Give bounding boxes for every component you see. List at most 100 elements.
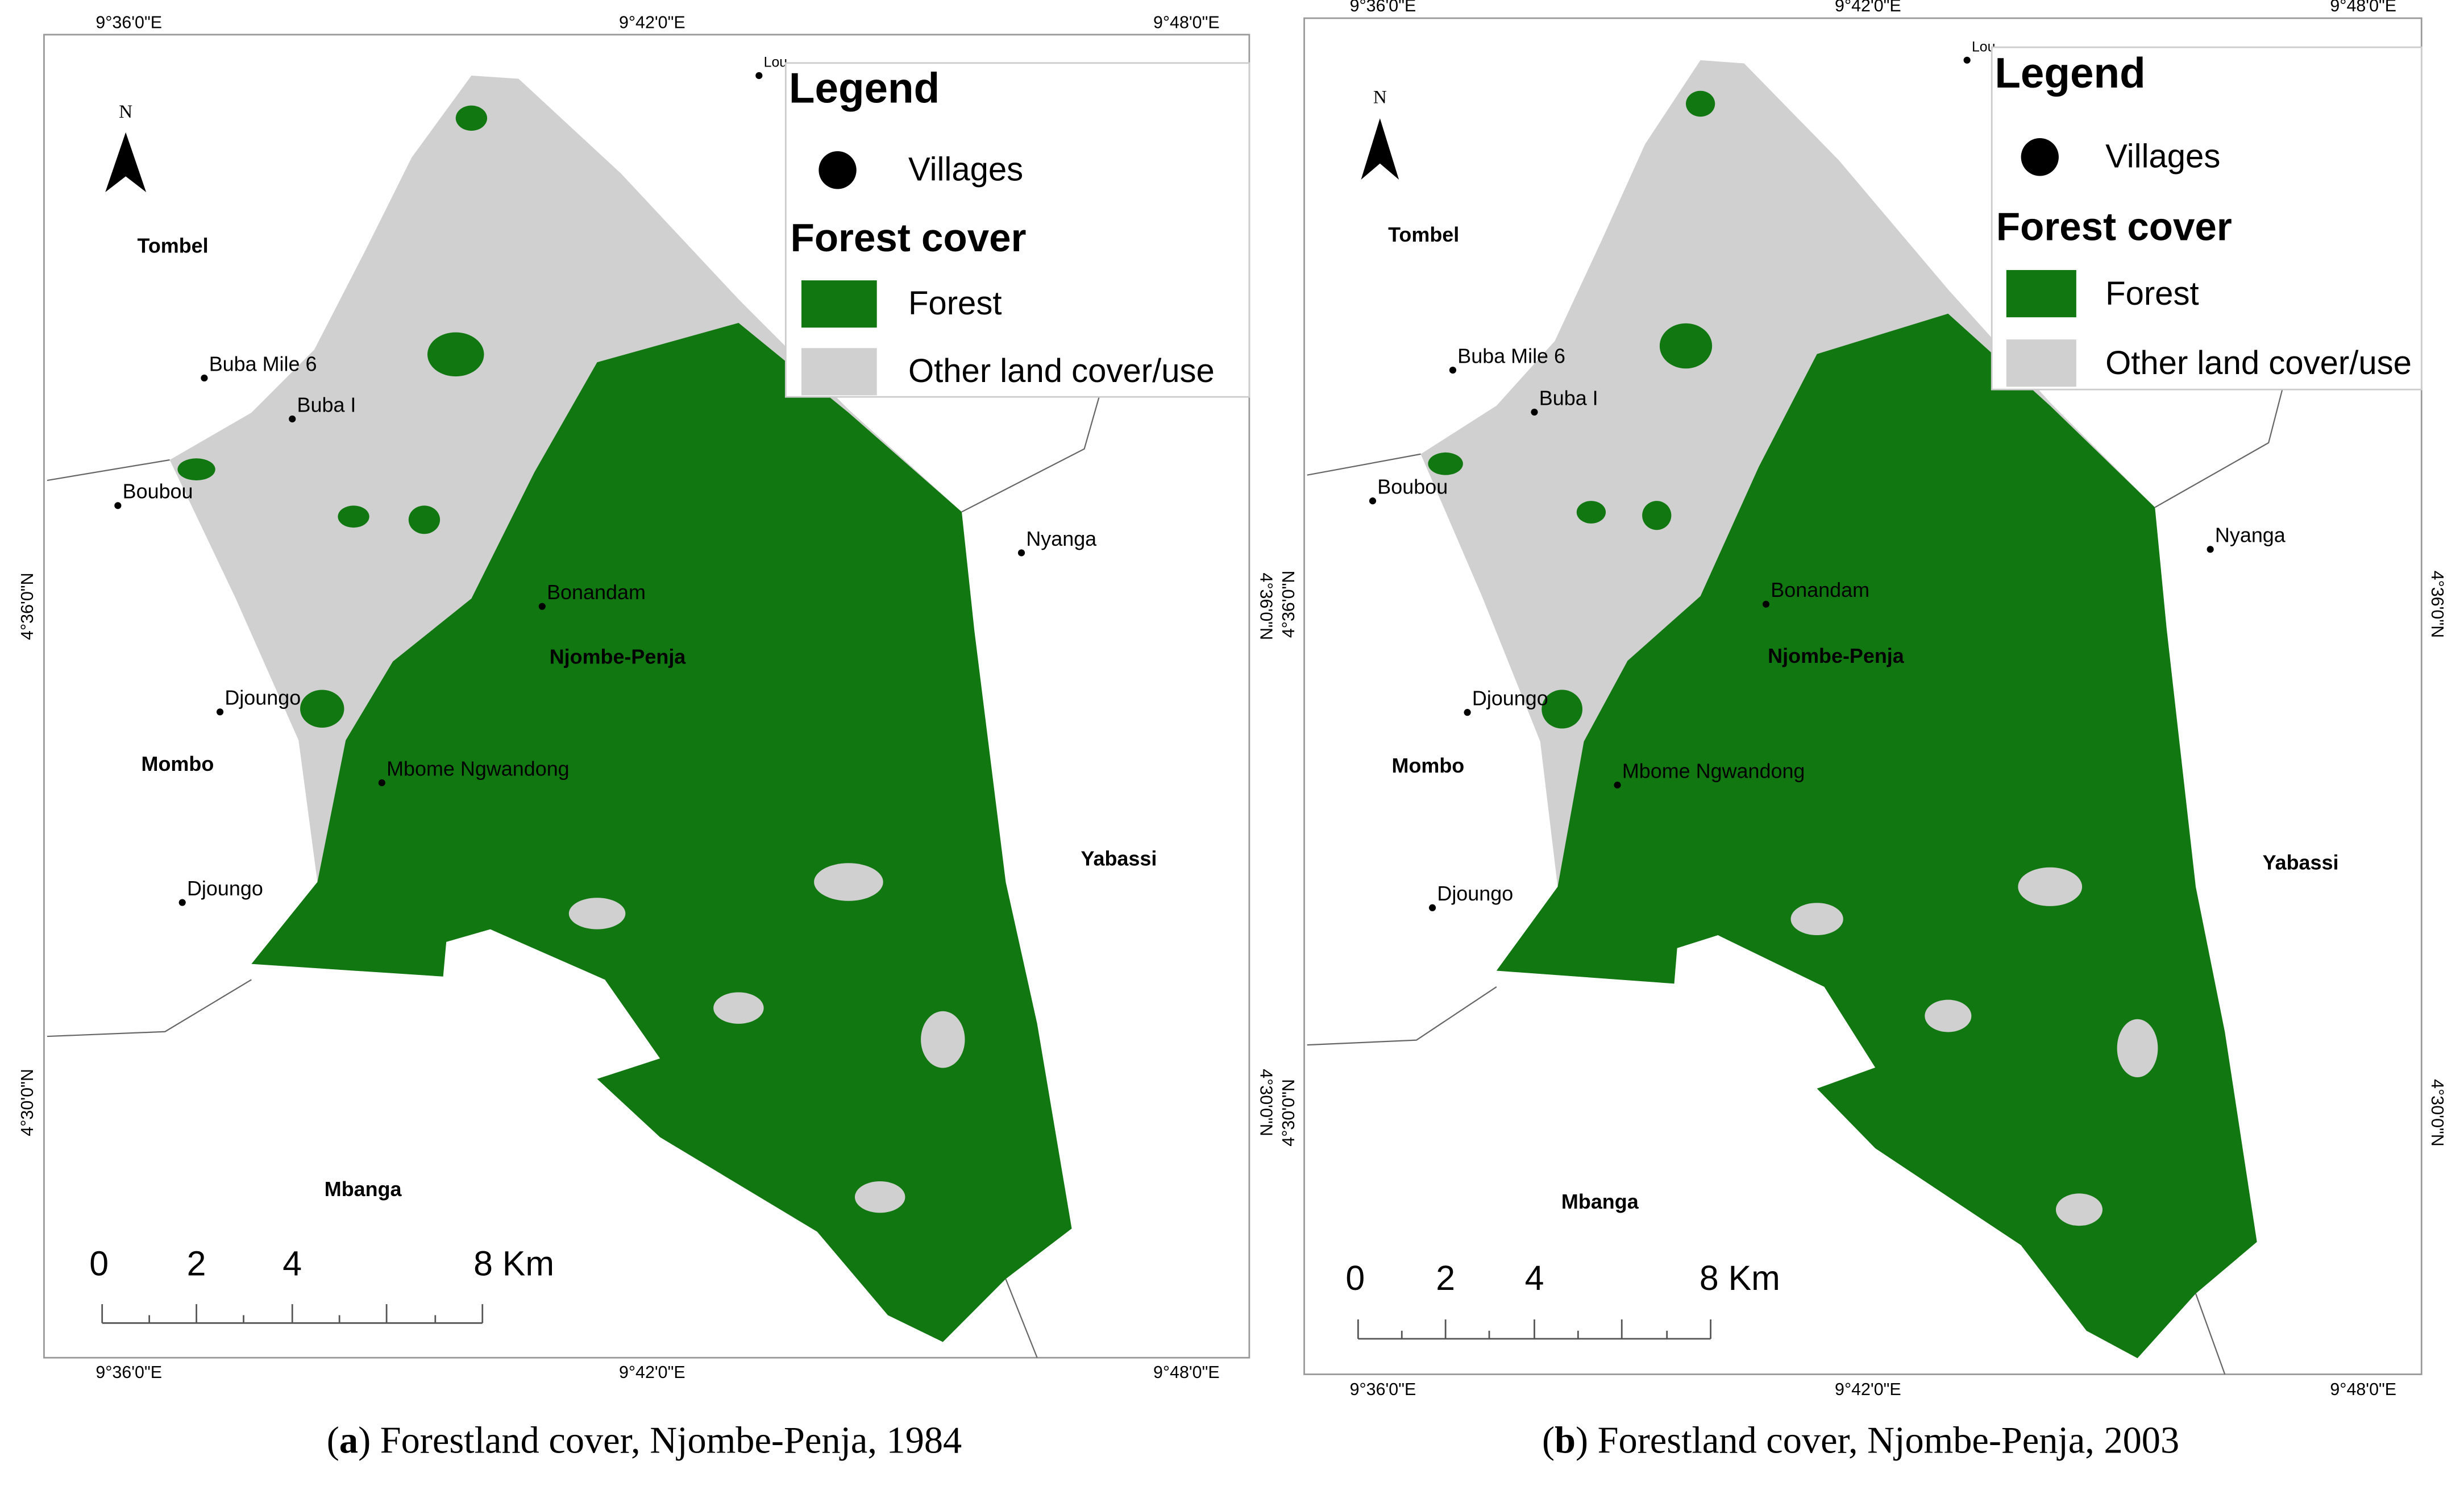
boundary-line bbox=[1307, 986, 1497, 1046]
region-label: Mombo bbox=[1392, 754, 1465, 777]
caption-open: ( bbox=[327, 1420, 339, 1462]
village-label: Mbome Ngwandong bbox=[387, 757, 570, 780]
village-dot bbox=[1017, 549, 1025, 557]
region-label: Tombel bbox=[1388, 223, 1459, 246]
village-dot bbox=[1429, 904, 1436, 911]
scale-label: 8 Km bbox=[1700, 1259, 1780, 1297]
legend-box bbox=[784, 62, 1250, 398]
map-panel: 9°36'0"E 9°36'0"E 9°42'0"E 9°42'0"E 9°48'0"E… bbox=[1279, 0, 2447, 1399]
boundary-line bbox=[1307, 453, 1421, 476]
boundary-line bbox=[961, 393, 1101, 513]
village-label: Mbome Ngwandong bbox=[1622, 759, 1805, 782]
north-label: N bbox=[1373, 87, 1387, 108]
scale-label: 0 bbox=[1345, 1259, 1365, 1297]
village-dot bbox=[538, 603, 546, 610]
region-label: Mbanga bbox=[1561, 1190, 1639, 1213]
region-label: Yabassi bbox=[2263, 851, 2339, 874]
latitude-label: 4°30'0"N bbox=[2428, 1079, 2447, 1147]
village-dot bbox=[1369, 497, 1377, 505]
forest-patch bbox=[1855, 402, 1896, 435]
village-label: Boubou bbox=[1377, 475, 1448, 498]
village-dot bbox=[2207, 546, 2214, 553]
village-dot bbox=[1531, 408, 1538, 416]
village-label: Djoungo bbox=[1437, 882, 1513, 905]
legend-swatch bbox=[801, 280, 877, 328]
legend-swatch bbox=[801, 348, 877, 396]
village-dot bbox=[1614, 781, 1621, 789]
clearing-patch bbox=[921, 1011, 965, 1068]
village-dot bbox=[114, 502, 122, 509]
caption-text: ) Forestland cover, Njombe-Penja, 2003 bbox=[1576, 1420, 2179, 1462]
village-label: Djoungo bbox=[1472, 686, 1548, 709]
legend-village-symbol bbox=[818, 151, 857, 189]
legend-box bbox=[1991, 46, 2423, 391]
forest-patch bbox=[300, 690, 344, 728]
latitude-label: 4°30'0"N bbox=[18, 1069, 37, 1136]
longitude-label: 9°36'0"E bbox=[1350, 0, 1416, 15]
clearing-patch bbox=[854, 1181, 905, 1213]
longitude-label: 9°48'0"E bbox=[2330, 1380, 2396, 1399]
village-label: Bonandam bbox=[1771, 578, 1869, 601]
clearing-patch bbox=[2117, 1019, 2158, 1077]
village-label: Boubou bbox=[123, 480, 193, 503]
clearing-patch bbox=[713, 992, 764, 1024]
longitude-label: 9°36'0"E bbox=[95, 1363, 162, 1382]
boundary-line bbox=[1005, 1279, 1038, 1358]
forest-patch bbox=[1686, 90, 1715, 117]
longitude-label: 9°48'0"E bbox=[2330, 0, 2396, 15]
legend-label: Villages bbox=[2105, 138, 2220, 175]
village-dot bbox=[755, 72, 763, 80]
caption: (b) Forestland cover, Njombe-Penja, 2003 bbox=[1542, 1420, 2179, 1462]
caption-open: ( bbox=[1542, 1420, 1555, 1462]
village-dot bbox=[1762, 600, 1770, 608]
map-panel: 9°36'0"E 9°36'0"E 9°42'0"E 9°42'0"E 9°48'0"E… bbox=[18, 13, 1276, 1382]
clearing-patch bbox=[2055, 1193, 2102, 1226]
longitude-label: 9°48'0"E bbox=[1153, 13, 1220, 32]
legend-swatch bbox=[2006, 339, 2076, 387]
village-label: Lou bbox=[764, 54, 787, 70]
village-dot bbox=[1963, 56, 1971, 64]
legend-label: Other land cover/use bbox=[2105, 345, 2412, 381]
scale-label: 2 bbox=[1436, 1259, 1455, 1297]
caption: (a) Forestland cover, Njombe-Penja, 1984 bbox=[327, 1420, 962, 1462]
longitude-label: 9°42'0"E bbox=[1835, 1380, 1901, 1399]
clearing-patch bbox=[568, 898, 626, 929]
forest-patch bbox=[338, 505, 369, 528]
legend-swatch bbox=[2006, 270, 2076, 318]
legend-section: Forest cover bbox=[1996, 204, 2232, 248]
longitude-label: 9°42'0"E bbox=[1835, 0, 1901, 15]
forest-patch bbox=[1576, 501, 1606, 524]
clearing-patch bbox=[1925, 999, 1972, 1032]
latitude-label: 4°36'0"N bbox=[1279, 571, 1298, 638]
village-dot bbox=[1449, 366, 1457, 374]
clearing-patch bbox=[2018, 867, 2083, 906]
forest-patch bbox=[1642, 501, 1672, 530]
boundary-line bbox=[47, 979, 252, 1037]
forest-patch bbox=[1541, 690, 1583, 729]
forest-patch bbox=[427, 332, 484, 377]
village-label: Nyanga bbox=[1026, 527, 1096, 550]
north-arrow bbox=[105, 132, 147, 193]
region-label: Njombe-Penja bbox=[550, 645, 687, 669]
legend-title: Legend bbox=[789, 64, 940, 111]
forest-patch bbox=[455, 105, 488, 131]
forest-patch bbox=[638, 409, 682, 441]
scale-label: 8 Km bbox=[473, 1244, 554, 1283]
forest-patch bbox=[177, 458, 215, 481]
village-label: Bonandam bbox=[547, 580, 646, 604]
region-label: Mbanga bbox=[325, 1177, 402, 1201]
scale-label: 4 bbox=[282, 1244, 302, 1283]
latitude-label: 4°36'0"N bbox=[18, 572, 37, 640]
village-label: Buba I bbox=[297, 393, 356, 416]
village-dot bbox=[216, 708, 224, 716]
region-label: Tombel bbox=[138, 234, 209, 257]
village-dot bbox=[289, 415, 296, 423]
village-dot bbox=[201, 374, 208, 382]
boundary-line bbox=[47, 459, 170, 482]
caption-text: ) Forestland cover, Njombe-Penja, 1984 bbox=[358, 1420, 962, 1462]
village-label: Djoungo bbox=[225, 686, 301, 709]
boundary-line bbox=[2154, 386, 2284, 508]
legend-title: Legend bbox=[1995, 49, 2145, 97]
village-label: Djoungo bbox=[187, 877, 263, 900]
